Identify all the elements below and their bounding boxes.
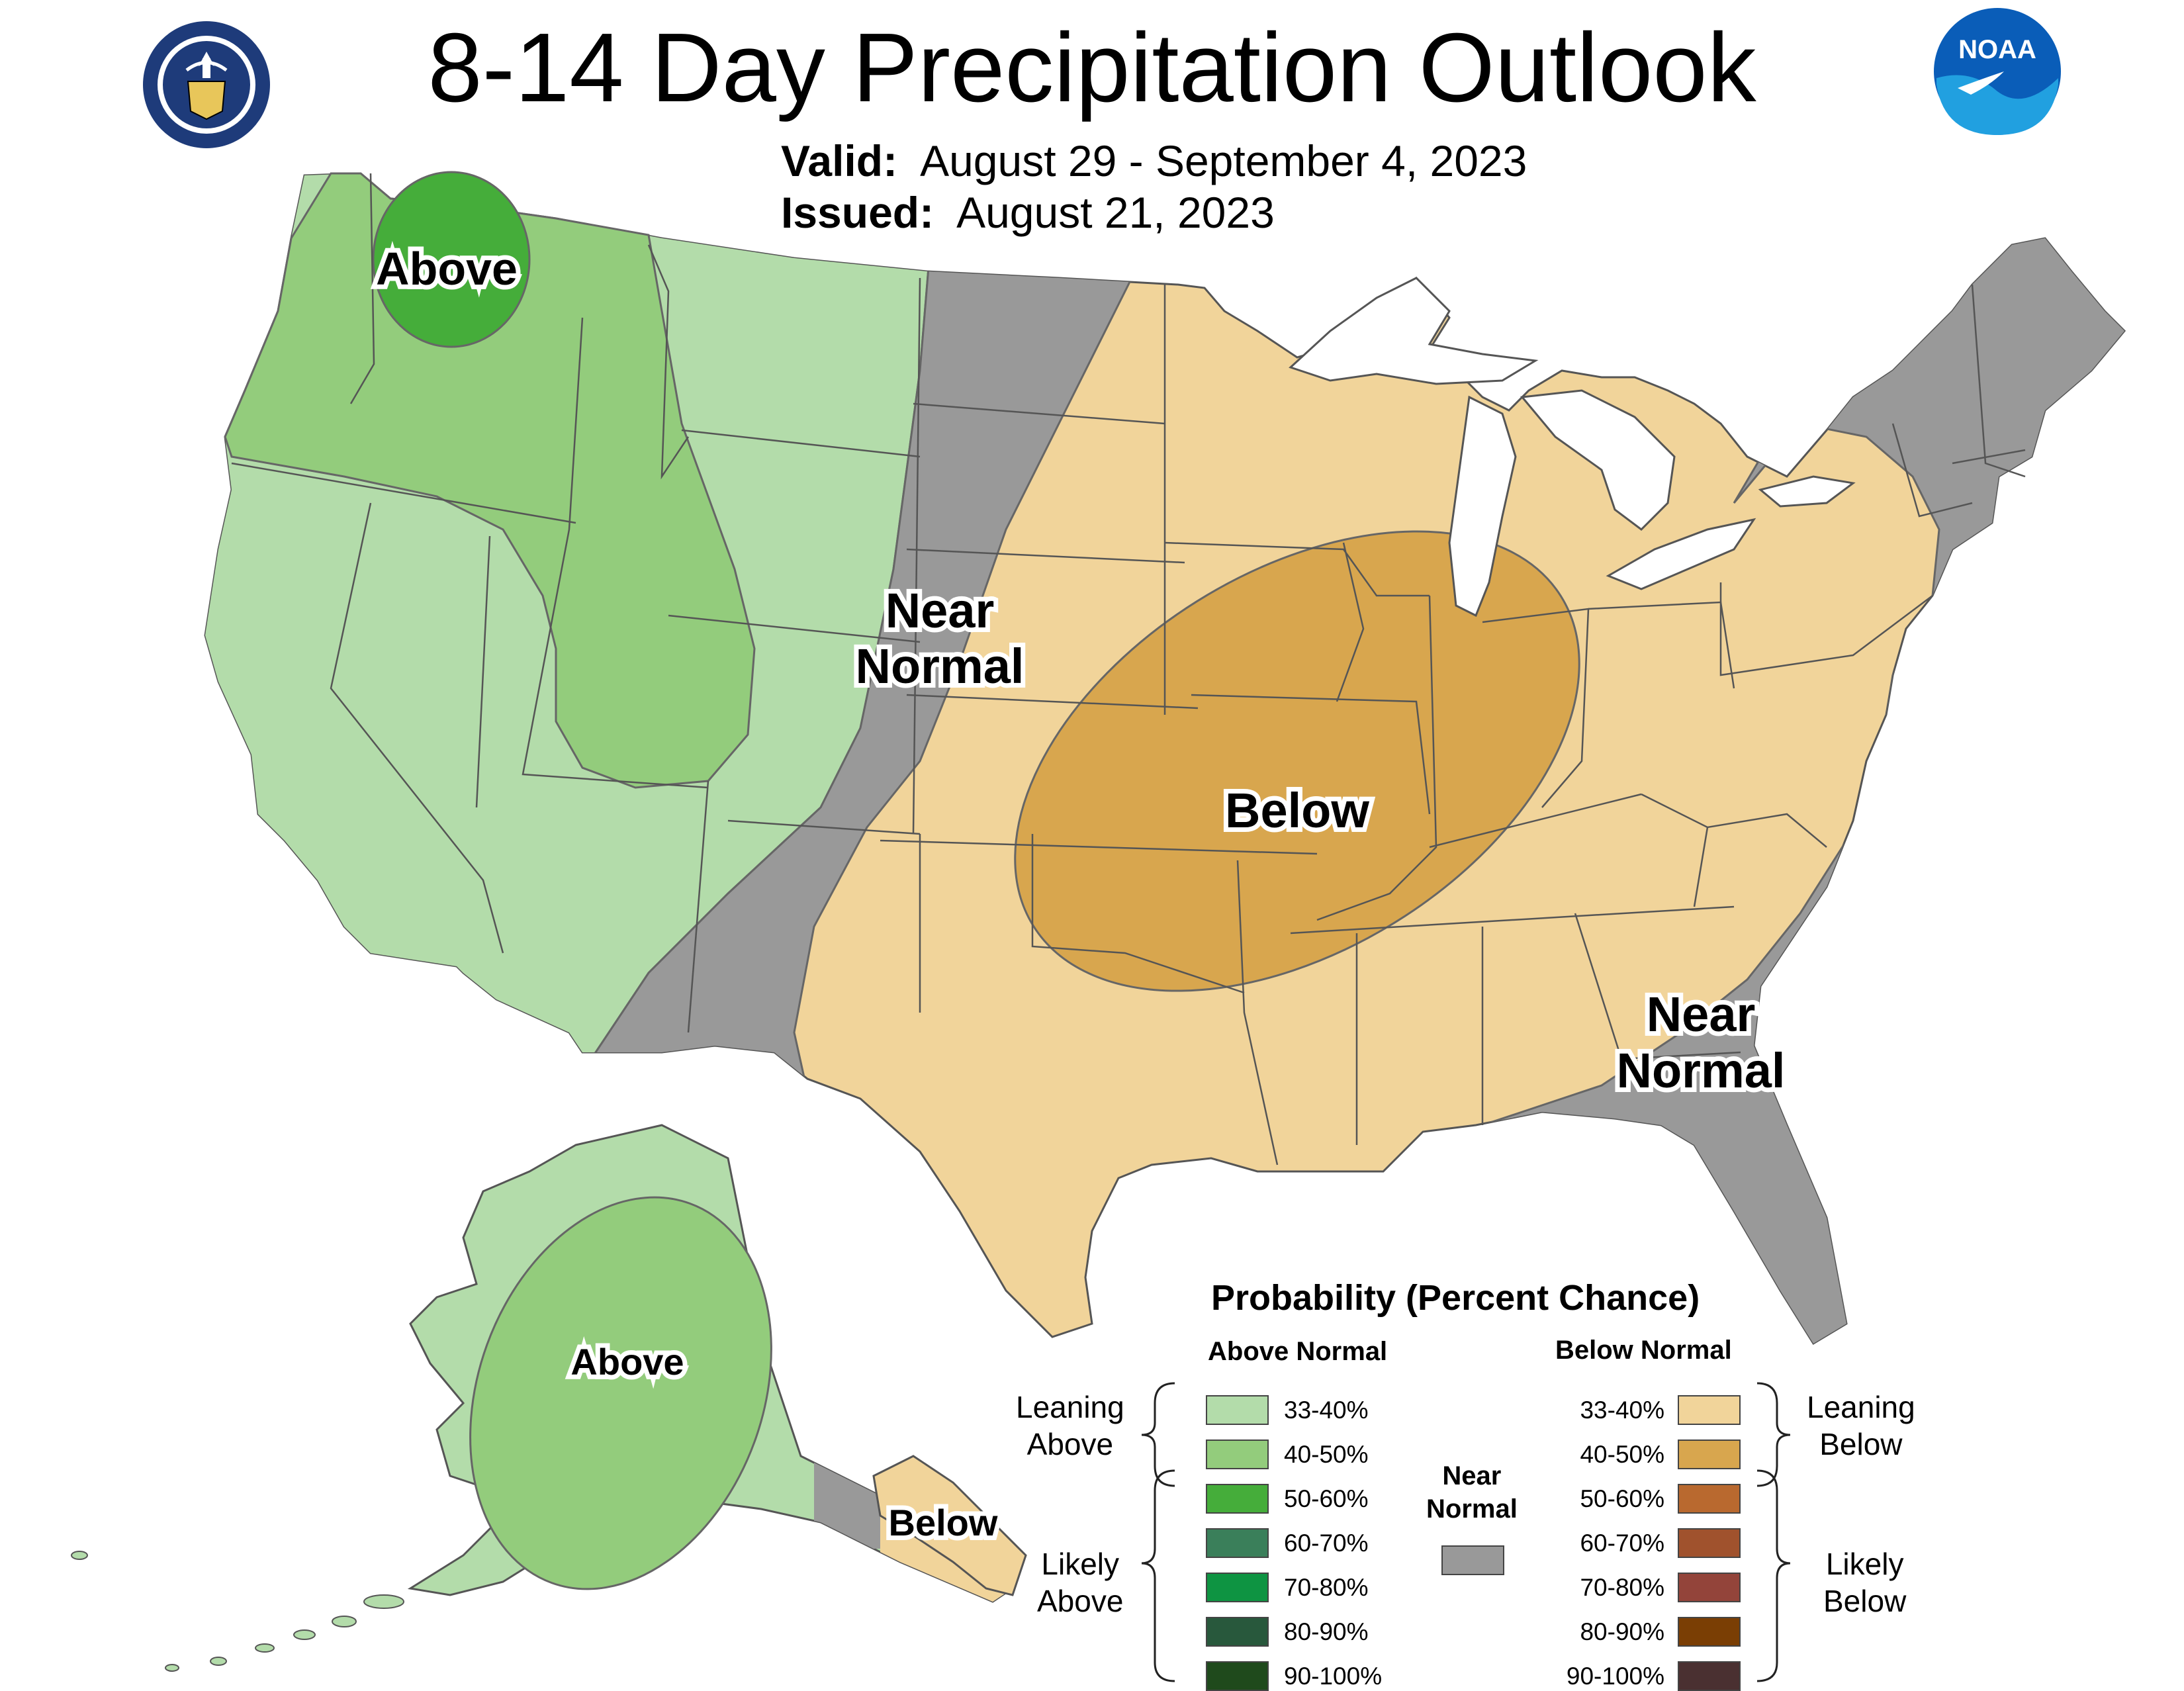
legend-near-normal-swatch [1441, 1545, 1504, 1575]
valid-value: August 29 - September 4, 2023 [920, 136, 1527, 185]
near-normal-line1: Near [1442, 1461, 1502, 1490]
legend-below-swatch [1678, 1440, 1741, 1469]
label-near-normal-plains-line1: Near [886, 583, 995, 638]
legend-above-swatch [1206, 1484, 1269, 1514]
label-near-normal-southeast-line1: Near [1647, 987, 1756, 1042]
legend-above-range-label: 40-50% [1284, 1441, 1369, 1468]
conus-land [204, 171, 2126, 1346]
leaning-below-line2: Below [1819, 1427, 1903, 1461]
legend-leaning-below: Leaning Below [1807, 1389, 1915, 1463]
legend-below-swatch [1678, 1617, 1741, 1647]
legend-below-swatch [1678, 1528, 1741, 1558]
leaning-below-line1: Leaning [1807, 1390, 1915, 1424]
near-normal-plains-region [580, 173, 1193, 1093]
below-40-50-central [1014, 530, 1580, 992]
valid-dates: Valid: August 29 - September 4, 2023 [781, 136, 1527, 186]
issued-date: Issued: August 21, 2023 [781, 187, 1275, 238]
label-above-alaska: Above [570, 1341, 684, 1383]
legend-near-normal-label: Near Normal [1426, 1459, 1518, 1526]
great-lakes [1289, 277, 1856, 617]
legend-below-range-label: 70-80% [1580, 1574, 1664, 1601]
map-labels: Above Near Normal Below Near Normal Abov… [371, 238, 1790, 1548]
leaning-above-line1: Leaning [1016, 1390, 1124, 1424]
state-boundaries [231, 173, 2026, 1165]
legend-title: Probability (Percent Chance) [1211, 1278, 1700, 1318]
leaning-above-line2: Above [1026, 1427, 1114, 1461]
likely-above-line1: Likely [1041, 1547, 1120, 1581]
legend-above-swatch [1206, 1661, 1269, 1691]
aleutian-islands [71, 1551, 404, 1672]
legend-likely-above: Likely Above [1037, 1545, 1123, 1620]
department-of-commerce-seal-icon [143, 21, 270, 148]
alaska-above-40-50 [469, 1196, 772, 1590]
issued-value: August 21, 2023 [956, 188, 1275, 237]
legend-above-range-label: 33-40% [1284, 1396, 1369, 1424]
legend-above-heading: Above Normal [1208, 1337, 1388, 1366]
legend-below-range-label: 40-50% [1580, 1441, 1664, 1468]
legend-above-swatch [1206, 1440, 1269, 1469]
label-above-northwest: Above [376, 243, 518, 295]
legend-above-swatch [1206, 1617, 1269, 1647]
legend-above-range-label: 80-90% [1284, 1618, 1369, 1645]
legend-above-range-label: 90-100% [1284, 1663, 1383, 1690]
above-50-60-washington [372, 171, 531, 348]
legend-brackets [1141, 1382, 1791, 1682]
legend-leaning-above: Leaning Above [1016, 1389, 1124, 1463]
legend-below-swatch [1678, 1484, 1741, 1514]
page-title: 8-14 Day Precipitation Outlook [428, 13, 1756, 122]
legend-below-range-label: 50-60% [1580, 1485, 1664, 1512]
likely-below-line2: Below [1823, 1584, 1907, 1618]
legend-above-swatch [1206, 1573, 1269, 1602]
likely-above-line2: Above [1037, 1584, 1124, 1618]
legend-above-swatch [1206, 1395, 1269, 1425]
legend-above-range-label: 60-70% [1284, 1530, 1369, 1557]
alaska [71, 1124, 1027, 1672]
label-near-normal-plains-line2: Normal [856, 639, 1024, 694]
svg-text:NOAA: NOAA [1958, 35, 2036, 64]
lake-michigan [1448, 395, 1517, 617]
legend-below-range-label: 60-70% [1580, 1530, 1664, 1557]
lake-superior [1289, 277, 1539, 385]
issued-label: Issued: [781, 188, 934, 237]
legend-below-swatch [1678, 1661, 1741, 1691]
legend-above-swatch [1206, 1528, 1269, 1558]
legend-below-swatch [1678, 1573, 1741, 1602]
lake-huron [1520, 389, 1676, 531]
legend-likely-below: Likely Below [1823, 1545, 1906, 1620]
label-near-normal-southeast-line2: Normal [1617, 1043, 1786, 1098]
label-below-alaska: Below [889, 1502, 998, 1543]
likely-below-line1: Likely [1825, 1547, 1904, 1581]
label-below-central: Below [1225, 783, 1369, 838]
alaska-panhandle [872, 1455, 1027, 1596]
above-40-50-northwest [224, 172, 756, 789]
noaa-logo-icon: NOAA [1934, 8, 2061, 135]
legend-below-swatch [1678, 1395, 1741, 1425]
legend-above-range-label: 50-60% [1284, 1485, 1369, 1512]
lake-ontario [1758, 475, 1856, 508]
valid-label: Valid: [781, 136, 898, 185]
lake-erie [1606, 518, 1756, 590]
near-normal-line2: Normal [1426, 1494, 1518, 1524]
legend-below-range-label: 90-100% [1566, 1663, 1664, 1690]
legend-below-range-label: 33-40% [1580, 1396, 1664, 1424]
legend-below-range-label: 80-90% [1580, 1618, 1664, 1645]
legend-below-heading: Below Normal [1555, 1336, 1732, 1365]
legend-above-range-label: 70-80% [1284, 1574, 1369, 1601]
